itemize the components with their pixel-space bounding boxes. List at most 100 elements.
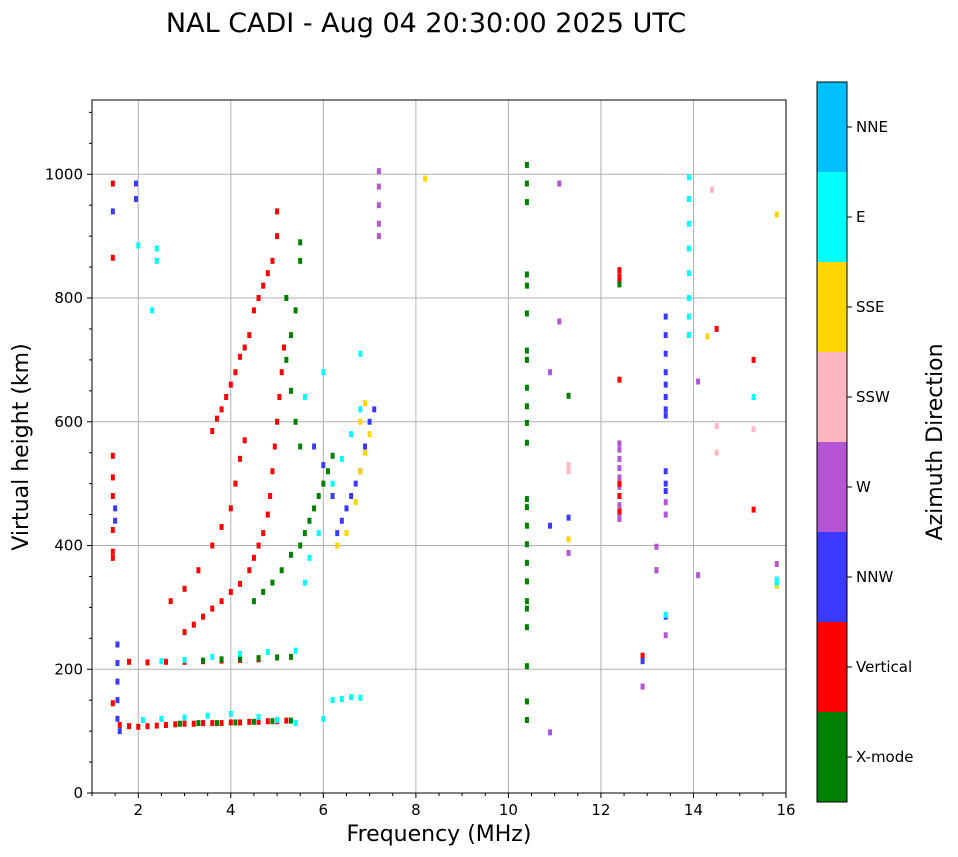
- echo-point: [339, 455, 344, 462]
- echo-point: [201, 720, 206, 727]
- echo-point: [247, 567, 252, 574]
- echo-point: [133, 180, 138, 187]
- echo-point: [362, 443, 367, 450]
- echo-point: [617, 440, 622, 447]
- echo-point: [524, 419, 529, 426]
- echo-point: [372, 406, 377, 413]
- echo-point: [751, 426, 756, 433]
- echo-point: [321, 480, 326, 487]
- echo-point: [617, 376, 622, 383]
- echo-point: [133, 196, 138, 202]
- echo-point: [164, 721, 169, 728]
- echo-point: [127, 723, 132, 730]
- colorbar-swatch: [817, 262, 847, 352]
- echo-point: [358, 418, 363, 425]
- echo-point: [663, 313, 668, 320]
- echo-point: [265, 511, 270, 518]
- echo-point: [316, 493, 321, 499]
- echo-point: [774, 582, 779, 589]
- echo-point: [376, 168, 381, 175]
- echo-point: [686, 313, 691, 320]
- echo-point: [524, 439, 529, 446]
- echo-point: [663, 350, 668, 357]
- echo-point: [686, 245, 691, 252]
- echo-point: [663, 480, 668, 487]
- x-tick-label: 2: [133, 801, 143, 819]
- echo-point: [617, 267, 622, 274]
- echo-point: [557, 318, 562, 325]
- echo-point: [617, 508, 622, 515]
- echo-point: [339, 517, 344, 524]
- echo-point: [302, 530, 307, 537]
- echo-point: [566, 392, 571, 399]
- echo-point: [524, 504, 529, 511]
- echo-point: [182, 656, 187, 663]
- echo-point: [154, 245, 159, 252]
- echo-point: [115, 641, 120, 648]
- echo-point: [256, 542, 261, 549]
- echo-point: [774, 576, 779, 583]
- echo-point: [288, 387, 293, 394]
- echo-point: [110, 548, 115, 555]
- echo-point: [110, 700, 115, 707]
- plot-background: [92, 100, 786, 793]
- echo-point: [566, 514, 571, 521]
- echo-point: [548, 729, 553, 736]
- echo-point: [279, 369, 284, 376]
- echo-point: [214, 415, 219, 422]
- x-tick-label: 4: [226, 801, 236, 819]
- echo-point: [238, 719, 243, 726]
- y-tick-label: 1000: [45, 165, 83, 183]
- echo-point: [298, 239, 303, 246]
- colorbar-frame: [816, 81, 848, 803]
- echo-point: [270, 579, 275, 586]
- echo-point: [566, 549, 571, 556]
- echo-point: [358, 694, 363, 701]
- echo-point: [663, 381, 668, 388]
- echo-point: [288, 717, 293, 724]
- echo-point: [219, 406, 224, 413]
- echo-point: [617, 455, 622, 462]
- echo-point: [663, 499, 668, 506]
- y-tick-label: 200: [54, 660, 83, 678]
- x-tick-label: 10: [499, 801, 518, 819]
- echo-point: [335, 542, 340, 549]
- y-axis-label: Virtual height (km): [9, 343, 34, 550]
- echo-point: [177, 720, 182, 727]
- echo-point: [367, 431, 372, 438]
- echo-point: [275, 654, 280, 661]
- echo-point: [548, 522, 553, 529]
- echo-point: [617, 511, 622, 518]
- echo-point: [115, 697, 120, 704]
- echo-point: [367, 418, 372, 425]
- echo-point: [265, 648, 270, 655]
- x-tick-label: 6: [319, 801, 329, 819]
- echo-point: [110, 493, 115, 499]
- echo-point: [154, 722, 159, 729]
- echo-point: [256, 713, 261, 720]
- echo-point: [140, 716, 145, 723]
- echo-point: [307, 517, 312, 524]
- echo-point: [524, 663, 529, 670]
- echo-point: [330, 697, 335, 704]
- colorbar-label: SSW: [856, 388, 890, 406]
- echo-point: [196, 720, 201, 727]
- echo-point: [663, 511, 668, 518]
- echo-point: [251, 598, 256, 605]
- echo-point: [117, 721, 122, 728]
- echo-point: [110, 554, 115, 561]
- echo-point: [238, 655, 243, 662]
- echo-point: [219, 656, 224, 663]
- echo-point: [696, 378, 701, 385]
- echo-point: [339, 695, 344, 702]
- echo-point: [566, 468, 571, 475]
- echo-point: [288, 332, 293, 339]
- echo-point: [617, 474, 622, 481]
- echo-point: [210, 720, 215, 727]
- echo-point: [376, 183, 381, 190]
- echo-point: [330, 480, 335, 487]
- echo-point: [272, 443, 277, 450]
- echo-point: [219, 523, 224, 530]
- x-tick-label: 12: [591, 801, 610, 819]
- echo-point: [242, 437, 247, 444]
